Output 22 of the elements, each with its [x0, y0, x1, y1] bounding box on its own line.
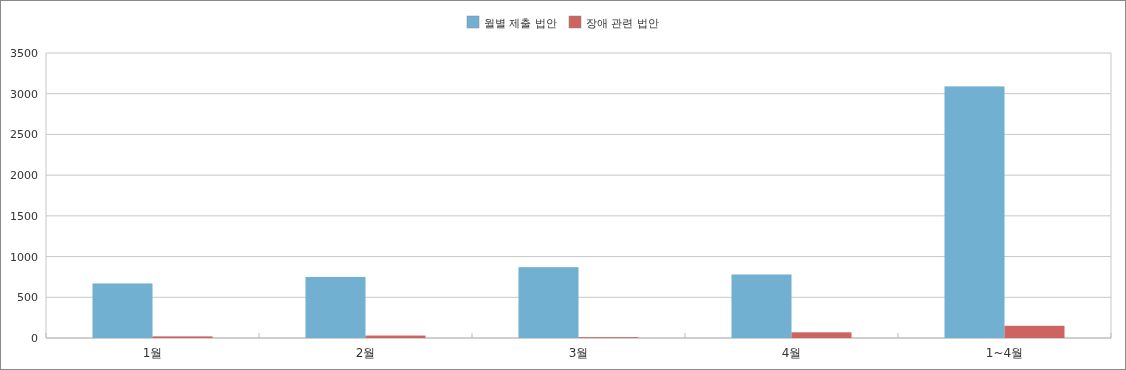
- bar: [791, 332, 852, 338]
- bar: [305, 276, 366, 338]
- y-tick-label: 3500: [10, 47, 38, 60]
- x-tick-label: 3월: [568, 346, 589, 360]
- bar: [944, 86, 1005, 338]
- x-tick-label: 4월: [781, 346, 802, 360]
- bar: [731, 274, 792, 338]
- x-tick-label: 2월: [355, 346, 376, 360]
- y-tick-label: 2000: [10, 169, 38, 183]
- y-tick-label: 500: [17, 291, 38, 305]
- y-tick-label: 0: [31, 332, 38, 345]
- legend-label: 월별 제출 법안: [484, 16, 557, 30]
- x-tick-label: 1월: [142, 346, 163, 360]
- x-tick-label: 1~4월: [985, 346, 1024, 360]
- legend-label: 장애 관련 법안: [586, 16, 659, 30]
- bar: [92, 283, 153, 338]
- y-tick-label: 1000: [10, 250, 38, 264]
- y-tick-label: 1500: [10, 209, 38, 223]
- y-tick-label: 3000: [10, 87, 38, 101]
- bar: [518, 267, 579, 338]
- bar: [1004, 325, 1065, 338]
- y-tick-label: 2500: [10, 128, 38, 142]
